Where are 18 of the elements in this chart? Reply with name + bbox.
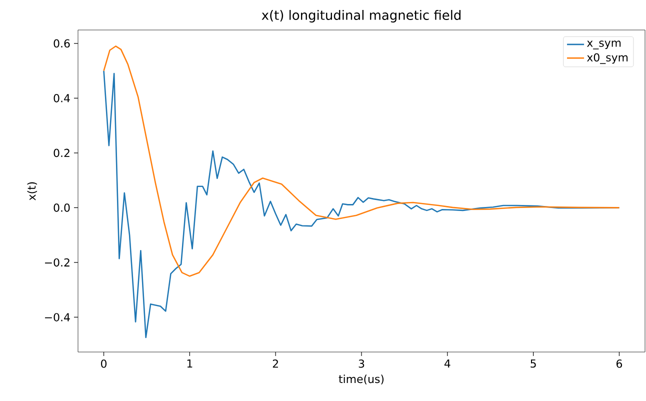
x-tick-label: 4 <box>444 360 450 368</box>
x-tick-label: 0 <box>101 360 107 368</box>
y-tick-label: 0.6 <box>54 39 70 48</box>
y-tick-label: −0.4 <box>45 313 70 322</box>
x-tick-label: 5 <box>530 360 536 368</box>
y-tick-label: 0.0 <box>54 204 70 212</box>
x-tick-label: 1 <box>187 360 192 368</box>
legend-label: x0_sym <box>586 53 628 64</box>
x-tick-label: 6 <box>616 360 622 368</box>
y-tick-label: −0.2 <box>45 258 70 267</box>
chart-title: x(t) longitudinal magnetic field <box>262 10 460 22</box>
y-axis-title: x(t) <box>27 182 38 200</box>
x-axis-title: time(us) <box>338 374 384 384</box>
x-tick-label: 2 <box>272 360 278 368</box>
y-tick-label: 0.4 <box>54 94 70 102</box>
y-tick-label: 0.2 <box>54 148 70 158</box>
x-tick-label: 3 <box>358 360 364 368</box>
legend-label: x_sym <box>586 40 621 50</box>
